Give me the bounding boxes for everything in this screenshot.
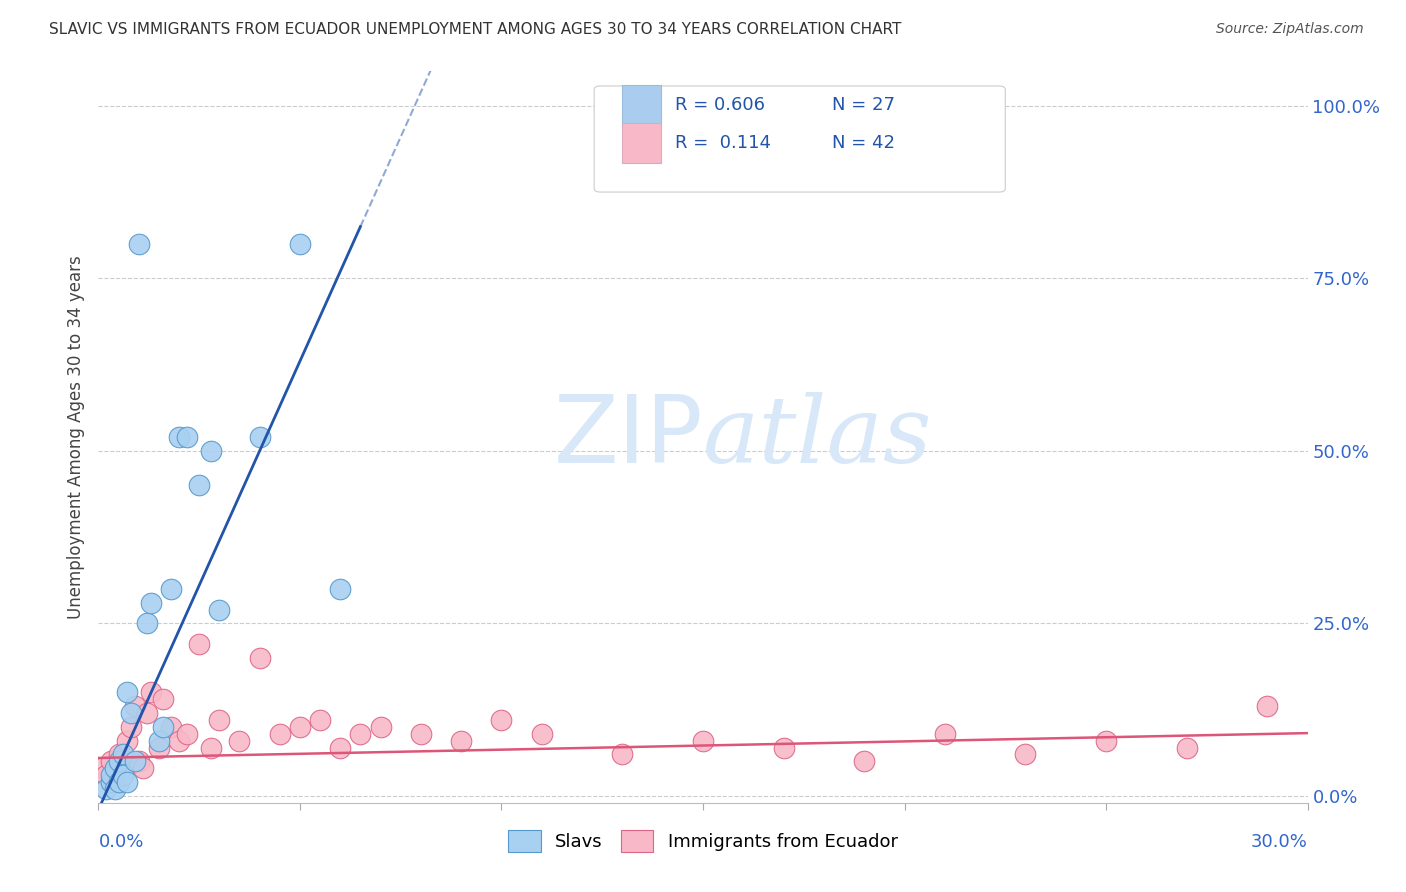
Point xyxy=(370,720,392,734)
Point xyxy=(167,430,190,444)
Text: N = 27: N = 27 xyxy=(832,95,896,113)
Point xyxy=(450,733,472,747)
Point xyxy=(139,596,162,610)
Point xyxy=(249,651,271,665)
Point xyxy=(115,733,138,747)
Point xyxy=(329,582,352,596)
Point xyxy=(107,747,129,762)
Point xyxy=(96,782,118,797)
Point xyxy=(100,768,122,782)
FancyBboxPatch shape xyxy=(595,86,1005,192)
Legend: Slavs, Immigrants from Ecuador: Slavs, Immigrants from Ecuador xyxy=(501,823,905,860)
Point xyxy=(128,755,150,769)
Point xyxy=(1175,740,1198,755)
Point xyxy=(111,761,134,775)
Point xyxy=(349,727,371,741)
Point xyxy=(135,706,157,720)
Point xyxy=(934,727,956,741)
Point xyxy=(128,236,150,251)
Point xyxy=(188,478,211,492)
Point xyxy=(200,443,222,458)
Point xyxy=(269,727,291,741)
Point xyxy=(491,713,513,727)
Point xyxy=(208,602,231,616)
Point xyxy=(1256,699,1278,714)
Point xyxy=(530,727,553,741)
Point xyxy=(139,685,162,699)
Point xyxy=(100,755,122,769)
Point xyxy=(111,747,134,762)
Text: N = 42: N = 42 xyxy=(832,134,896,152)
Y-axis label: Unemployment Among Ages 30 to 34 years: Unemployment Among Ages 30 to 34 years xyxy=(66,255,84,619)
Point xyxy=(103,761,125,775)
Point xyxy=(288,236,311,251)
Point xyxy=(228,733,250,747)
Point xyxy=(1014,747,1036,762)
Point xyxy=(309,713,332,727)
Text: 0.0%: 0.0% xyxy=(98,833,143,851)
Point xyxy=(103,775,125,789)
Point xyxy=(160,582,183,596)
Point xyxy=(124,699,146,714)
Point xyxy=(208,713,231,727)
Text: ZIP: ZIP xyxy=(554,391,703,483)
Point xyxy=(91,761,114,775)
Point xyxy=(329,740,352,755)
FancyBboxPatch shape xyxy=(621,85,661,125)
Point xyxy=(1095,733,1118,747)
Text: Source: ZipAtlas.com: Source: ZipAtlas.com xyxy=(1216,22,1364,37)
Text: atlas: atlas xyxy=(703,392,932,482)
Point xyxy=(200,740,222,755)
Point xyxy=(176,727,198,741)
Point xyxy=(103,782,125,797)
Point xyxy=(148,740,170,755)
Point xyxy=(288,720,311,734)
Point xyxy=(176,430,198,444)
Point xyxy=(612,747,634,762)
Point xyxy=(152,692,174,706)
Point xyxy=(120,720,142,734)
Point xyxy=(111,768,134,782)
Text: 30.0%: 30.0% xyxy=(1251,833,1308,851)
Text: SLAVIC VS IMMIGRANTS FROM ECUADOR UNEMPLOYMENT AMONG AGES 30 TO 34 YEARS CORRELA: SLAVIC VS IMMIGRANTS FROM ECUADOR UNEMPL… xyxy=(49,22,901,37)
Point xyxy=(96,768,118,782)
Point xyxy=(853,755,876,769)
Point xyxy=(120,706,142,720)
Point xyxy=(692,733,714,747)
Point xyxy=(100,775,122,789)
Point xyxy=(772,740,794,755)
Point xyxy=(152,720,174,734)
Point xyxy=(148,733,170,747)
Point xyxy=(167,733,190,747)
Point xyxy=(160,720,183,734)
Point xyxy=(107,755,129,769)
Point xyxy=(124,755,146,769)
Point xyxy=(115,685,138,699)
Point xyxy=(107,775,129,789)
Point xyxy=(409,727,432,741)
Point xyxy=(135,616,157,631)
Point xyxy=(132,761,155,775)
Text: R = 0.606: R = 0.606 xyxy=(675,95,765,113)
Point xyxy=(115,775,138,789)
Text: R =  0.114: R = 0.114 xyxy=(675,134,770,152)
Point xyxy=(188,637,211,651)
Point xyxy=(249,430,271,444)
FancyBboxPatch shape xyxy=(621,122,661,163)
